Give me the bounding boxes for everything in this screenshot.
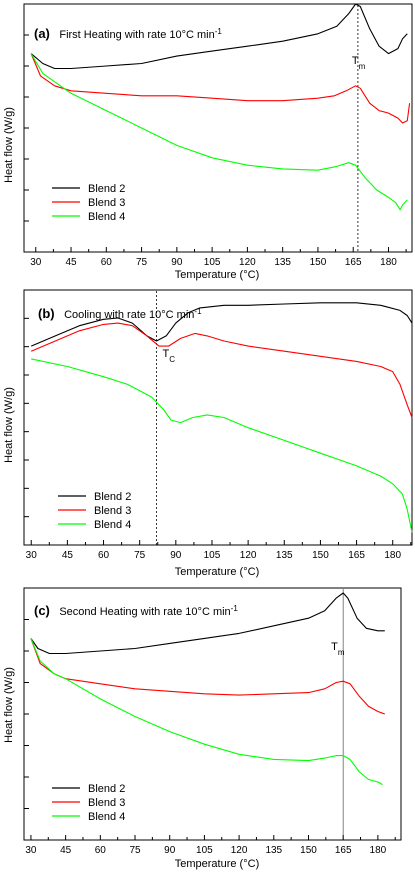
panel-b-xtick-label-165: 165: [348, 550, 365, 561]
panel-c-xtick-label-180: 180: [370, 845, 387, 856]
panel-a-y-ticks: [24, 34, 29, 222]
panel-a-xtick-label-45: 45: [65, 257, 77, 268]
panel-a-xlabel: Temperature (°C): [175, 269, 259, 281]
panel-a-ylabel: Heat flow (W/g): [3, 107, 15, 183]
panel-a-xtick-label-60: 60: [101, 257, 113, 268]
panel-a-xtick-label-135: 135: [274, 257, 291, 268]
panel-b-xtick-label-150: 150: [312, 550, 329, 561]
panel-a-series-blend-4: [30, 53, 408, 211]
panel-b-legend-label-blend-2: Blend 2: [94, 491, 131, 503]
panel-a-chart: Heat flow (W/g) Temperature (°C) 30 45 60 7…: [3, 3, 413, 281]
panel-c-title-text: Second Heating with rate 10°C min-1: [59, 604, 238, 619]
panel-a-xtick-label-30: 30: [30, 257, 42, 268]
panel-c-plot-frame: [23, 587, 402, 841]
panel-c-xtick-label-105: 105: [196, 845, 213, 856]
panel-c-y-ticks: [24, 619, 29, 809]
panel-b-annotation-label: TC: [163, 348, 176, 364]
panel-a-legend-label-blend-4: Blend 4: [88, 211, 125, 223]
panel-b-xtick-label-180: 180: [384, 550, 401, 561]
panel-c-xlabel: Temperature (°C): [175, 858, 259, 870]
panel-a-letter: (a): [34, 26, 50, 41]
panel-a-title: (a) First Heating with rate 10°C min-1: [34, 25, 222, 42]
panel-a-xtick-label-150: 150: [310, 257, 327, 268]
panel-b-xtick-label-60: 60: [98, 550, 110, 561]
panel-b-series-blend-4: [31, 358, 413, 533]
panel-a-xtick-label-90: 90: [171, 257, 183, 268]
panel-a-legend: Blend 2 Blend 3 Blend 4: [52, 183, 125, 223]
panel-c-xtick-label-90: 90: [164, 845, 176, 856]
panel-a-series: [30, 3, 411, 211]
panel-c-xtick-label-120: 120: [231, 845, 248, 856]
panel-c-xtick-label-165: 165: [335, 845, 352, 856]
panel-b-legend-label-blend-4: Blend 4: [94, 519, 131, 531]
panel-c-legend-label-blend-4: Blend 4: [88, 811, 125, 823]
panel-c-tm-marker: Tm: [331, 589, 345, 840]
panel-b-x-ticks: 30 45 60 75 90 105 120 135 150 165 180: [26, 540, 412, 561]
panel-b-letter: (b): [38, 306, 55, 321]
panel-a-xtick-label-105: 105: [204, 257, 221, 268]
panel-c-xtick-label-60: 60: [95, 845, 107, 856]
panel-a-xtick-label-75: 75: [136, 257, 148, 268]
panel-b-series: [30, 302, 413, 533]
panel-c-legend-label-blend-3: Blend 3: [88, 797, 125, 809]
panel-b-legend: Blend 2 Blend 3 Blend 4: [58, 491, 131, 531]
panel-b-plot-frame: [23, 289, 413, 546]
panel-b-legend-label-blend-3: Blend 3: [94, 505, 131, 517]
panel-c-legend: Blend 2 Blend 3 Blend 4: [52, 783, 125, 823]
panel-c-legend-label-blend-2: Blend 2: [88, 783, 125, 795]
panel-b-y-ticks: [24, 317, 29, 518]
panel-c-ylabel: Heat flow (W/g): [3, 667, 15, 743]
panel-c-xtick-label-150: 150: [300, 845, 317, 856]
panel-a-xtick-label-165: 165: [345, 257, 362, 268]
panel-a-annotation-label: Tm: [352, 55, 366, 71]
panel-b-xtick-label-105: 105: [204, 550, 221, 561]
panel-c-series-blend-2: [30, 592, 385, 655]
panel-b-xtick-label-90: 90: [170, 550, 182, 561]
panel-a-legend-label-blend-2: Blend 2: [88, 183, 125, 195]
panel-a-legend-label-blend-3: Blend 3: [88, 197, 125, 209]
panel-c-chart: Heat flow (W/g) Temperature (°C) 30 45 60 7…: [3, 587, 402, 870]
panel-b-title-text: Cooling with rate 10°C min-1: [64, 307, 202, 322]
panel-c-title: (c) Second Heating with rate 10°C min-1: [34, 602, 238, 619]
panel-b-xtick-label-30: 30: [26, 550, 38, 561]
panel-a-xtick-label-180: 180: [380, 257, 397, 268]
panel-a-tm-marker: Tm: [352, 5, 366, 252]
panel-c-series-blend-4: [30, 638, 383, 786]
panel-b-xtick-label-45: 45: [62, 550, 74, 561]
panel-a-plot-frame: [23, 3, 413, 253]
panel-b-tc-marker: TC: [156, 291, 176, 545]
panel-b-ylabel: Heat flow (W/g): [3, 387, 15, 463]
panel-a-x-ticks: 30 45 60 75 90 105 120 135 150 165 180: [30, 247, 407, 268]
panel-c-letter: (c): [34, 603, 50, 618]
panel-c-xtick-label-30: 30: [25, 845, 37, 856]
panel-c-xtick-label-135: 135: [265, 845, 282, 856]
panel-c-series: [30, 592, 385, 786]
panel-b-xtick-label-75: 75: [134, 550, 146, 561]
panel-b-title: (b) Cooling with rate 10°C min-1: [38, 305, 202, 322]
panel-b-xtick-label-135: 135: [276, 550, 293, 561]
panel-b-series-blend-3: [30, 322, 413, 418]
panel-c-x-ticks: 30 45 60 75 90 105 120 135 150 165 180: [25, 835, 396, 856]
panel-b-chart: Heat flow (W/g) Temperature (°C) 30 45 60 7…: [3, 289, 413, 578]
panel-b-series-blend-2: [30, 302, 413, 347]
panel-a-title-text: First Heating with rate 10°C min-1: [59, 27, 222, 42]
panel-a-xtick-label-120: 120: [239, 257, 256, 268]
panel-b-xlabel: Temperature (°C): [175, 566, 259, 578]
panel-c-xtick-label-45: 45: [60, 845, 72, 856]
panel-c-xtick-label-75: 75: [129, 845, 141, 856]
panel-a-series-blend-3: [30, 53, 411, 124]
panel-a-series-blend-2: [30, 3, 408, 70]
panel-b-xtick-label-120: 120: [240, 550, 257, 561]
